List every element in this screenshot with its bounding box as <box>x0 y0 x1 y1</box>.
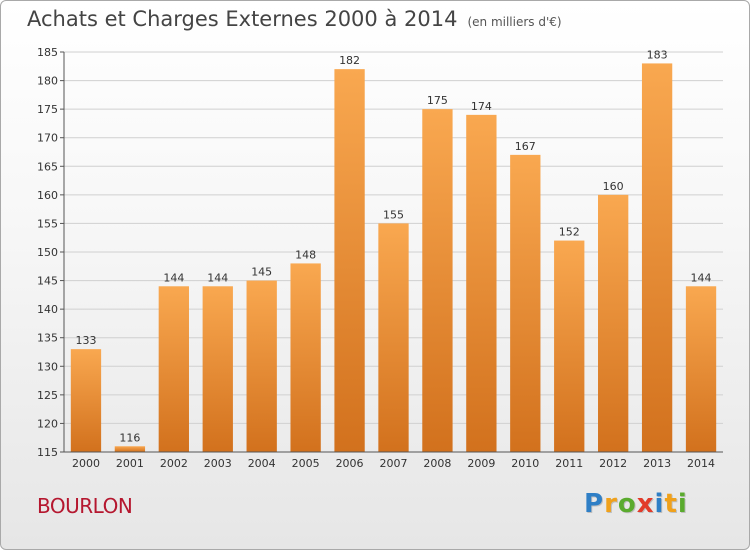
logo-letter: t <box>664 489 678 519</box>
logo-letter: P <box>584 489 605 519</box>
x-tick-label: 2010 <box>511 457 539 470</box>
bar-value-label: 116 <box>119 431 140 444</box>
x-tick-label: 2001 <box>116 457 144 470</box>
y-tick-label: 180 <box>37 75 58 88</box>
x-tick-label: 2000 <box>72 457 100 470</box>
x-tick-label: 2002 <box>160 457 188 470</box>
y-tick-label: 170 <box>37 132 58 145</box>
x-tick-label: 2013 <box>643 457 671 470</box>
bar-value-label: 182 <box>339 54 360 67</box>
y-tick-label: 155 <box>37 217 58 230</box>
y-tick-label: 130 <box>37 360 58 373</box>
bar-value-label: 152 <box>559 226 580 239</box>
y-tick-label: 175 <box>37 103 58 116</box>
commune-name: BOURLON <box>37 494 133 518</box>
x-tick-label: 2007 <box>380 457 408 470</box>
bar-value-label: 167 <box>515 140 536 153</box>
y-tick-label: 185 <box>37 46 58 59</box>
y-tick-label: 140 <box>37 303 58 316</box>
bar-value-label: 144 <box>163 271 184 284</box>
bar-value-label: 155 <box>383 208 404 221</box>
bar <box>114 446 146 452</box>
bar <box>641 63 673 453</box>
bar <box>422 109 453 453</box>
y-tick-label: 115 <box>37 446 58 459</box>
bar <box>290 263 321 452</box>
y-tick-label: 160 <box>37 189 58 202</box>
logo-letter: o <box>617 489 637 519</box>
x-tick-label: 2012 <box>599 457 627 470</box>
bar-value-label: 144 <box>691 271 712 284</box>
bar-value-label: 175 <box>427 94 448 107</box>
bar <box>202 286 233 452</box>
bars: 133 116 144 144 145 148 182 155 175 174 167 152 160 1… <box>70 48 717 453</box>
bar <box>466 114 497 452</box>
x-tick-label: 2004 <box>248 457 276 470</box>
chart-title-unit: (en milliers d'€) <box>467 15 562 29</box>
x-tick-label: 2014 <box>687 457 715 470</box>
bar <box>554 240 585 452</box>
bar-value-label: 183 <box>647 48 668 61</box>
bar <box>598 194 629 452</box>
y-tick-label: 165 <box>37 160 58 173</box>
bar-value-label: 145 <box>251 266 272 279</box>
x-tick-label: 2009 <box>467 457 495 470</box>
bar-value-label: 174 <box>471 100 492 113</box>
logo-letter: i <box>654 489 665 519</box>
bar <box>378 223 409 452</box>
y-tick-label: 120 <box>37 417 58 430</box>
bar <box>510 154 541 452</box>
y-tick-label: 145 <box>37 275 58 288</box>
x-tick-label: 2003 <box>204 457 232 470</box>
x-tick-label: 2006 <box>336 457 364 470</box>
chart-title-text: Achats et Charges Externes 2000 à 2014 <box>27 7 458 31</box>
logo-letter: r <box>604 489 618 519</box>
logo-letter: x <box>636 489 655 519</box>
y-axis: 115 120 125 130 135 140 145 150 155 160 165 170 175 1… <box>37 46 65 459</box>
logo-letter: i <box>677 489 688 519</box>
y-tick-label: 150 <box>37 246 58 259</box>
bar-value-label: 160 <box>603 180 624 193</box>
bar <box>158 286 189 452</box>
x-tick-label: 2008 <box>423 457 451 470</box>
bar-value-label: 144 <box>207 271 228 284</box>
y-tick-label: 135 <box>37 332 58 345</box>
y-tick-label: 125 <box>37 389 58 402</box>
bar-value-label: 148 <box>295 248 316 261</box>
x-tick-label: 2011 <box>555 457 583 470</box>
x-tick-label: 2005 <box>292 457 320 470</box>
bar <box>334 69 365 453</box>
proxiti-logo: Proxiti <box>584 489 688 519</box>
x-axis: 2000 2001 2002 2003 2004 2005 2006 2007 2008 2009… <box>64 451 723 470</box>
chart-title: Achats et Charges Externes 2000 à 2014 (e… <box>27 7 562 31</box>
bar <box>685 286 717 452</box>
bar <box>246 280 277 452</box>
bar-value-label: 133 <box>75 334 96 347</box>
bar <box>70 349 102 452</box>
